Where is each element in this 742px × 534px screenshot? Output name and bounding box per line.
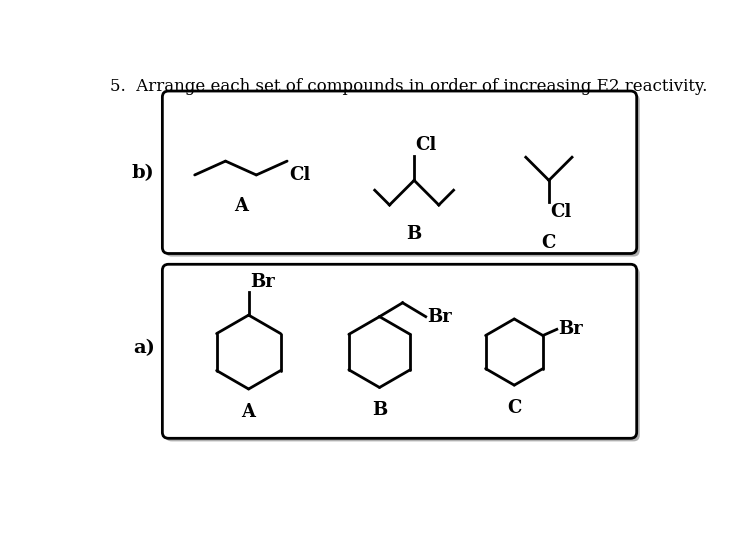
Text: B: B (407, 225, 421, 243)
Text: C: C (542, 234, 556, 252)
Text: B: B (372, 402, 387, 419)
Text: Br: Br (250, 273, 275, 291)
Text: Cl: Cl (416, 136, 437, 154)
FancyBboxPatch shape (162, 264, 637, 438)
FancyBboxPatch shape (165, 268, 640, 442)
Text: A: A (242, 403, 255, 421)
Text: 5.  Arrange each set of compounds in order of increasing E2 reactivity.: 5. Arrange each set of compounds in orde… (110, 78, 707, 95)
Text: Cl: Cl (289, 166, 311, 184)
FancyBboxPatch shape (162, 91, 637, 254)
Text: b): b) (132, 163, 154, 182)
Text: Cl: Cl (551, 203, 571, 222)
FancyBboxPatch shape (165, 94, 640, 256)
Text: a): a) (133, 339, 154, 357)
Text: A: A (234, 197, 248, 215)
Text: Br: Br (558, 319, 583, 337)
Text: Br: Br (427, 308, 452, 326)
Text: C: C (507, 399, 522, 417)
